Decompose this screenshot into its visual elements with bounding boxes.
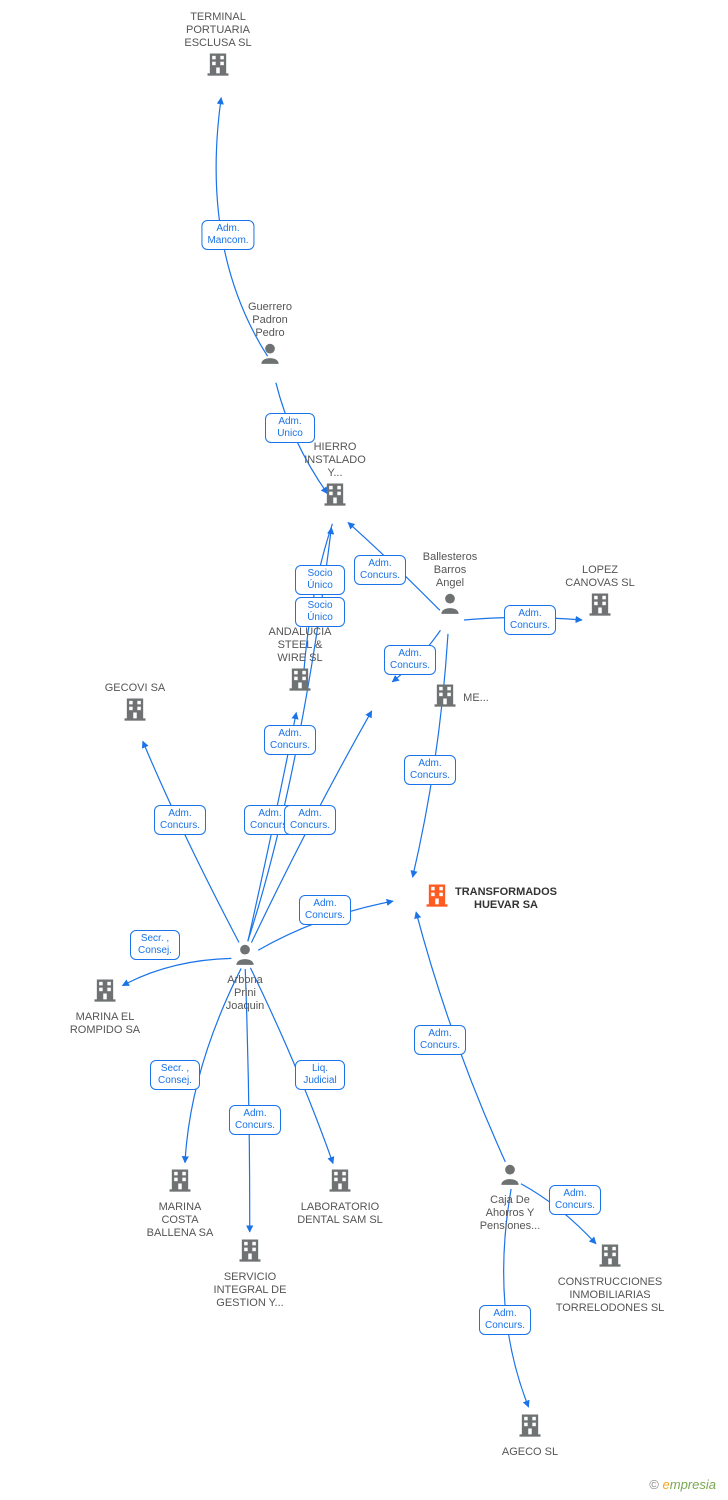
building-icon (120, 1166, 240, 1201)
building-icon (550, 1241, 670, 1276)
node-label: MARINACOSTABALLENA SA (120, 1201, 240, 1240)
node-laboratorio[interactable]: LABORATORIODENTAL SAM SL (280, 1166, 400, 1227)
node-lopez[interactable]: LOPEZCANOVAS SL (540, 564, 660, 625)
node-label: ME... (463, 692, 489, 705)
edge-label: Adm.Unico (265, 413, 315, 443)
building-icon (75, 695, 195, 730)
node-construcciones[interactable]: CONSTRUCCIONESINMOBILIARIASTORRELODONES … (550, 1241, 670, 1315)
edge-label: SocioÚnico (295, 565, 345, 595)
node-label: TRANSFORMADOSHUEVAR SA (455, 886, 557, 912)
node-servicio[interactable]: SERVICIOINTEGRAL DEGESTION Y... (190, 1236, 310, 1310)
node-label: ANDALUCIASTEEL &WIRE SL (240, 626, 360, 665)
building-icon (275, 480, 395, 515)
edge-label: Adm.Concurs. (404, 755, 456, 785)
person-icon (185, 941, 305, 974)
edge-label: SocioÚnico (295, 597, 345, 627)
node-label: AGECO SL (470, 1446, 590, 1459)
edge-label: Secr. ,Consej. (150, 1060, 200, 1090)
node-marina_rompido[interactable]: MARINA ELROMPIDO SA (45, 976, 165, 1037)
person-icon (390, 590, 510, 623)
edge-label: Adm.Concurs. (504, 605, 556, 635)
edge-label: Adm.Concurs. (479, 1305, 531, 1335)
node-marina_costa[interactable]: MARINACOSTABALLENA SA (120, 1166, 240, 1240)
edge-label: Secr. ,Consej. (130, 930, 180, 960)
person-icon (210, 340, 330, 373)
node-label: BallesterosBarrosAngel (390, 551, 510, 590)
edge (143, 741, 239, 942)
node-label: LOPEZCANOVAS SL (540, 564, 660, 590)
edge-label: Adm.Concurs. (154, 805, 206, 835)
building-icon (470, 1411, 590, 1446)
node-guerrero[interactable]: GuerreroPadronPedro (210, 301, 330, 373)
node-label: ArbonaPriniJoaquin (185, 974, 305, 1013)
edge-label: Liq.Judicial (295, 1060, 345, 1090)
node-label: HIERROINSTALADOY... (275, 441, 395, 480)
building-icon (423, 881, 451, 916)
brand-rest: mpresia (670, 1477, 716, 1492)
copyright-symbol: © (649, 1477, 659, 1492)
node-arbona[interactable]: ArbonaPriniJoaquin (185, 941, 305, 1013)
edge-label: Adm.Concurs. (414, 1025, 466, 1055)
node-label: TERMINALPORTUARIAESCLUSA SL (158, 11, 278, 50)
node-hierro[interactable]: HIERROINSTALADOY... (275, 441, 395, 515)
node-label: GECOVI SA (75, 682, 195, 695)
edge-label: Adm.Concurs. (229, 1105, 281, 1135)
node-transformados[interactable]: TRANSFORMADOSHUEVAR SA (390, 881, 590, 916)
building-icon (431, 681, 459, 716)
node-label: LABORATORIODENTAL SAM SL (280, 1201, 400, 1227)
brand-initial: e (663, 1477, 670, 1492)
building-icon (190, 1236, 310, 1271)
node-ballesteros[interactable]: BallesterosBarrosAngel (390, 551, 510, 623)
edge-label: Adm.Concurs. (264, 725, 316, 755)
building-icon (540, 590, 660, 625)
node-label: SERVICIOINTEGRAL DEGESTION Y... (190, 1271, 310, 1310)
node-andalucia[interactable]: ANDALUCIASTEEL &WIRE SL (240, 626, 360, 700)
edge-label: Adm.Concurs. (299, 895, 351, 925)
node-gecovi[interactable]: GECOVI SA (75, 682, 195, 730)
node-label: MARINA ELROMPIDO SA (45, 1011, 165, 1037)
watermark: © empresia (649, 1477, 716, 1492)
node-label: CONSTRUCCIONESINMOBILIARIASTORRELODONES … (550, 1276, 670, 1315)
edge-label: Adm.Concurs. (549, 1185, 601, 1215)
node-meridional[interactable]: ME... (360, 681, 560, 716)
building-icon (240, 665, 360, 700)
node-terminal[interactable]: TERMINALPORTUARIAESCLUSA SL (158, 11, 278, 85)
edge-label: Adm.Concurs. (354, 555, 406, 585)
building-icon (45, 976, 165, 1011)
node-label: GuerreroPadronPedro (210, 301, 330, 340)
edge-label: Adm.Mancom. (201, 220, 254, 250)
edge-label: Adm.Concurs. (384, 645, 436, 675)
building-icon (158, 50, 278, 85)
node-ageco[interactable]: AGECO SL (470, 1411, 590, 1459)
edge-label: Adm.Concurs. (284, 805, 336, 835)
building-icon (280, 1166, 400, 1201)
